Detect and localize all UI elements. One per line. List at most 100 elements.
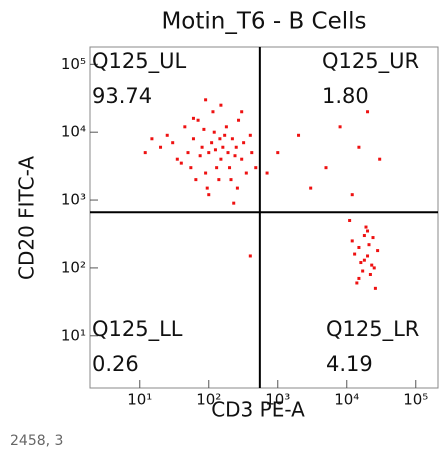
dot: [204, 98, 208, 102]
dot: [357, 245, 361, 249]
dot: [371, 236, 375, 240]
dot: [228, 166, 232, 170]
x-tick-label: 10³: [265, 391, 290, 409]
dot: [244, 171, 248, 175]
dot: [368, 272, 372, 276]
dot: [373, 286, 377, 290]
dot: [265, 171, 269, 175]
dot: [224, 125, 228, 129]
quadrant-name: Q125_UL: [92, 49, 186, 74]
dot: [207, 151, 211, 155]
dot: [250, 151, 254, 155]
dot: [212, 130, 216, 134]
dot: [338, 125, 342, 129]
dot: [223, 133, 227, 137]
dot: [202, 127, 206, 131]
dot: [364, 225, 368, 229]
y-tick-label: 10⁵: [61, 55, 86, 73]
x-tick-label: 10²: [196, 391, 221, 409]
dot: [221, 145, 225, 149]
dot: [233, 154, 237, 158]
dot: [242, 141, 246, 145]
quadrant-value: 93.74: [92, 84, 152, 108]
dot: [219, 157, 223, 161]
dot: [248, 133, 252, 137]
dot: [359, 261, 363, 265]
dot: [200, 145, 204, 149]
y-tick-label: 10⁴: [61, 123, 86, 141]
dot: [366, 229, 370, 233]
quadrant-value: 0.26: [92, 352, 139, 376]
dot: [215, 166, 219, 170]
dot: [143, 151, 147, 155]
x-axis-label: CD3 PE-A: [211, 398, 305, 422]
dot: [372, 266, 376, 270]
dot: [213, 148, 217, 152]
dot: [254, 166, 258, 170]
y-tick-label: 10¹: [61, 326, 86, 344]
dot: [186, 151, 190, 155]
dot: [366, 254, 370, 258]
dot: [204, 171, 208, 175]
dot: [324, 166, 328, 170]
quadrant-value: 1.80: [322, 84, 369, 108]
dot: [357, 145, 361, 149]
dot: [367, 243, 371, 247]
dot: [179, 161, 183, 165]
chart-title: Motin_T6 - B Cells: [161, 9, 366, 35]
dot: [191, 116, 195, 120]
dot: [240, 110, 244, 114]
dot: [230, 137, 234, 141]
quadrant-name: Q125_LR: [326, 317, 419, 342]
dot: [226, 151, 230, 155]
dot: [218, 137, 222, 141]
dot: [361, 269, 365, 273]
dot: [194, 178, 198, 182]
y-tick-label: 10³: [61, 191, 86, 209]
dot: [350, 193, 354, 197]
dot: [207, 193, 211, 197]
dot: [159, 145, 163, 149]
dot: [378, 157, 382, 161]
dot: [211, 110, 215, 114]
dot: [297, 133, 301, 137]
dot: [276, 151, 280, 155]
x-tick-label: 10¹: [127, 391, 152, 409]
x-tick-label: 10⁴: [334, 391, 359, 409]
dot: [210, 141, 214, 145]
dot: [366, 110, 370, 114]
dot: [165, 133, 169, 137]
dot: [362, 258, 366, 262]
footer: 2458, 3: [10, 433, 63, 449]
dot: [355, 281, 359, 285]
dot: [309, 186, 313, 190]
quadrant-name: Q125_UR: [322, 49, 419, 74]
dot: [232, 201, 236, 205]
dot: [183, 125, 187, 129]
dot: [350, 239, 354, 243]
dot: [348, 218, 352, 222]
dot: [219, 103, 223, 107]
quadrant-value: 4.19: [326, 352, 373, 376]
dot: [237, 118, 241, 122]
dot: [362, 234, 366, 238]
dot: [353, 252, 357, 256]
dot: [150, 137, 154, 141]
dot: [171, 141, 175, 145]
y-axis-label: CD20 FITC-A: [15, 156, 39, 280]
dot: [229, 178, 233, 182]
dot: [205, 186, 209, 190]
quadrant-name: Q125_LL: [92, 317, 183, 342]
dot: [357, 276, 361, 280]
dot: [217, 178, 221, 182]
dot: [175, 157, 179, 161]
x-tick-label: 10⁵: [403, 391, 428, 409]
dot: [235, 186, 239, 190]
dot: [196, 118, 200, 122]
dot: [189, 166, 193, 170]
dot: [191, 137, 195, 141]
dot: [234, 145, 238, 149]
dot: [376, 249, 380, 253]
dot: [248, 254, 252, 258]
